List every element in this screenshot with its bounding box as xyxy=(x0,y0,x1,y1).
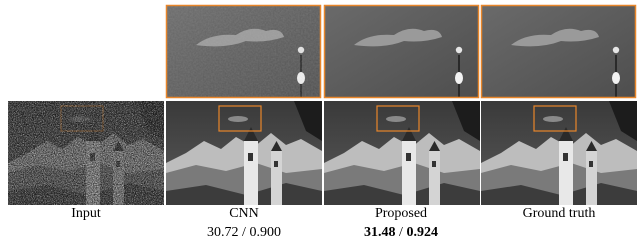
separator: / xyxy=(399,225,403,240)
figure: Input CNN Proposed Ground truth 30.72 / … xyxy=(0,0,644,247)
image-ground-truth xyxy=(481,101,637,205)
caption: Input xyxy=(71,206,101,221)
image-input xyxy=(8,101,164,205)
psnr: 30.72 xyxy=(207,225,239,240)
ssim: 0.924 xyxy=(406,225,438,240)
metrics: 31.48 / 0.924 xyxy=(364,225,438,240)
metrics: 30.72 / 0.900 xyxy=(207,225,281,240)
crop-cnn xyxy=(166,5,321,98)
ssim: 0.900 xyxy=(249,225,281,240)
crop-proposed xyxy=(324,5,479,98)
separator: / xyxy=(242,225,246,240)
image-cnn xyxy=(166,101,322,205)
caption: Ground truth xyxy=(523,206,596,221)
image-proposed xyxy=(324,101,480,205)
psnr: 31.48 xyxy=(364,225,396,240)
caption: CNN xyxy=(229,206,259,221)
crop-ground-truth xyxy=(481,5,636,98)
caption: Proposed xyxy=(375,206,427,221)
